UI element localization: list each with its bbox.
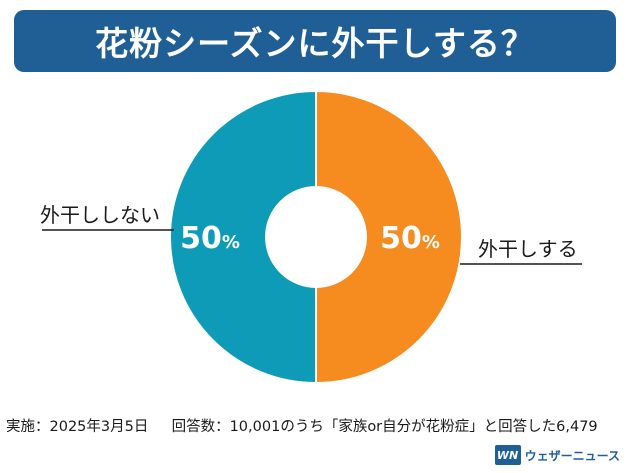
survey-note: 実施：2025年3月5日 回答数：10,001のうち「家族or自分が花粉症」と回… (6, 415, 626, 436)
title-banner: 花粉シーズンに外干しする？ (14, 10, 616, 72)
pie-slice-1 (315, 89, 463, 385)
brand-logo-icon: WN (494, 445, 521, 465)
slice-value-label-2: 50% (180, 221, 240, 256)
survey-date: 実施：2025年3月5日 (6, 419, 149, 435)
brand: WN ウェザーニュース (494, 444, 620, 466)
slice-value-label-1: 50% (380, 221, 440, 256)
category-label-1: 外干しする (478, 237, 578, 261)
brand-name: ウェザーニュース (524, 448, 620, 463)
pie-slice-2 (169, 89, 317, 385)
category-label-2: 外干ししない (40, 203, 160, 227)
chart-title: 花粉シーズンに外干しする？ (95, 24, 535, 63)
survey-respondents: 回答数：10,001のうち「家族or自分が花粉症」と回答した6,479 (171, 419, 598, 435)
